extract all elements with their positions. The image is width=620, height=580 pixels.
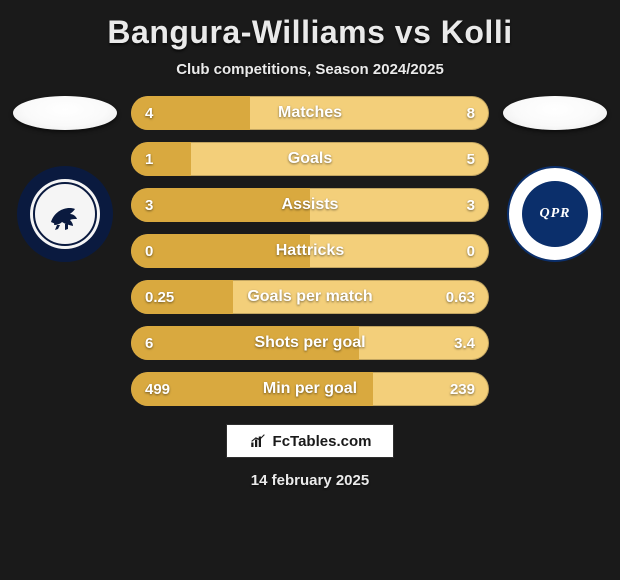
player-photo-left bbox=[13, 96, 117, 130]
date-text: 14 february 2025 bbox=[251, 472, 369, 489]
stat-row: 4Matches8 bbox=[131, 96, 489, 130]
brand-badge: FcTables.com bbox=[226, 424, 394, 458]
subtitle: Club competitions, Season 2024/2025 bbox=[176, 61, 444, 78]
stat-value-right: 3 bbox=[467, 188, 475, 222]
millwall-ring bbox=[33, 182, 97, 246]
stat-bar-left bbox=[131, 372, 373, 406]
right-side: QPR bbox=[495, 96, 615, 262]
brand-text: FcTables.com bbox=[273, 433, 372, 450]
stat-bar-left bbox=[131, 326, 359, 360]
stat-bar-left bbox=[131, 280, 233, 314]
stat-value-right: 0 bbox=[467, 234, 475, 268]
millwall-inner bbox=[30, 179, 100, 249]
player-photo-right bbox=[503, 96, 607, 130]
stat-bar-left bbox=[131, 188, 310, 222]
stat-row: 3Assists3 bbox=[131, 188, 489, 222]
club-badge-right: QPR bbox=[507, 166, 603, 262]
page-title: Bangura-Williams vs Kolli bbox=[107, 14, 512, 51]
stat-bar-left bbox=[131, 234, 310, 268]
stat-row: 499Min per goal239 bbox=[131, 372, 489, 406]
left-side bbox=[5, 96, 125, 262]
stat-row: 1Goals5 bbox=[131, 142, 489, 176]
chart-icon bbox=[249, 432, 267, 450]
stat-row: 0.25Goals per match0.63 bbox=[131, 280, 489, 314]
club-badge-left bbox=[17, 166, 113, 262]
stat-bar-left bbox=[131, 142, 191, 176]
stat-row: 0Hattricks0 bbox=[131, 234, 489, 268]
main-row: 4Matches8 1Goals5 3Assists3 0Hattricks0 0.25… bbox=[0, 96, 620, 406]
stat-bars: 4Matches8 1Goals5 3Assists3 0Hattricks0 0.25… bbox=[125, 96, 495, 406]
stat-value-right: 239 bbox=[450, 372, 475, 406]
stat-value-right: 0.63 bbox=[446, 280, 475, 314]
stat-row: 6Shots per goal3.4 bbox=[131, 326, 489, 360]
stat-value-right: 3.4 bbox=[454, 326, 475, 360]
stat-value-right: 5 bbox=[467, 142, 475, 176]
qpr-text: QPR bbox=[540, 206, 571, 222]
qpr-inner: QPR bbox=[522, 181, 588, 247]
comparison-card: Bangura-Williams vs Kolli Club competiti… bbox=[0, 0, 620, 580]
stat-bar-left bbox=[131, 96, 250, 130]
stat-value-right: 8 bbox=[467, 96, 475, 130]
